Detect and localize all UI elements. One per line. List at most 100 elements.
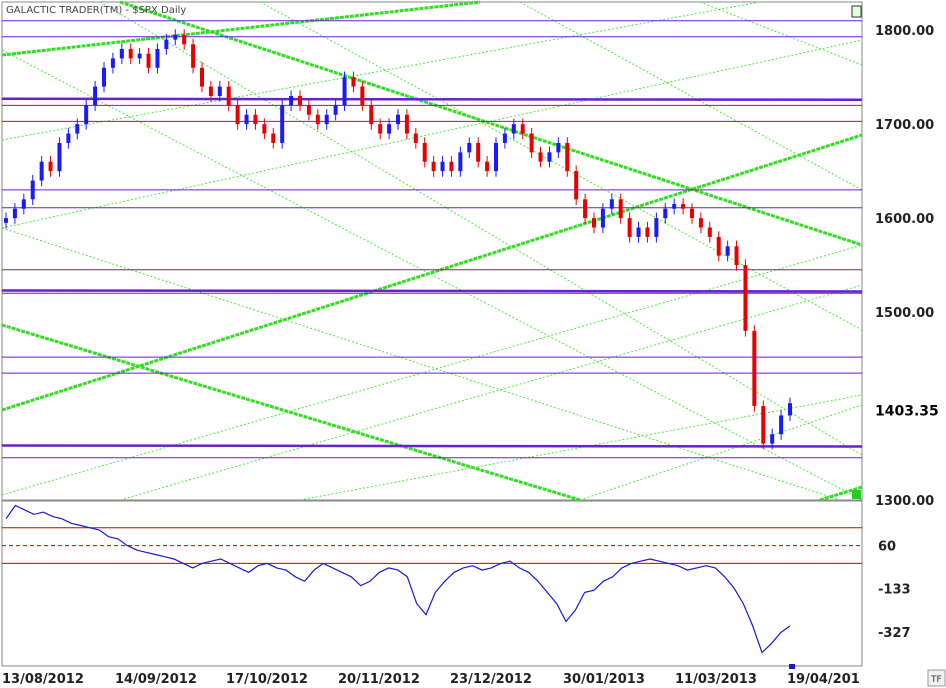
candle-body [271, 133, 276, 143]
candle-body [431, 161, 436, 172]
candle-body [360, 86, 365, 106]
candle-body [208, 86, 213, 96]
candle-body [618, 199, 623, 219]
candle-body [396, 114, 400, 125]
candle-body [592, 218, 596, 228]
gann-line-10 [579, 404, 863, 501]
price-axis: 1800.00 1700.00 1600.00 1500.00 1300.00 1403.… [875, 24, 939, 509]
candle-body [494, 142, 498, 172]
candle-body [262, 124, 267, 134]
candle-body [681, 204, 686, 209]
candle-body [93, 86, 98, 106]
date-tick-label: 13/08/2012 [2, 672, 84, 687]
candle-body [547, 152, 552, 162]
candle-body [164, 39, 169, 49]
date-tick-label: 19/04/201 [787, 672, 860, 687]
candle-body [520, 124, 525, 134]
candle-body [627, 218, 632, 237]
candle-body [574, 171, 579, 200]
osc-tick-label: -133 [878, 583, 911, 598]
candle-body [289, 95, 294, 106]
gann-line-4 [1, 227, 841, 501]
gann-line-5 [1, 133, 863, 412]
candle-body [413, 133, 418, 143]
candle-body [743, 265, 748, 331]
oscillator-axis: 60 -133 -327 [878, 540, 911, 641]
candle-body [511, 124, 516, 134]
last-price-label: 1403.35 [875, 404, 939, 420]
candle-body [609, 199, 614, 209]
candle-body [306, 105, 311, 115]
candle-body [485, 161, 490, 172]
candle-body [75, 124, 80, 134]
osc-tick-label: 60 [878, 540, 896, 555]
price-tick-label: 1800.00 [875, 24, 934, 39]
candle-body [779, 415, 784, 435]
candle-body [128, 48, 133, 59]
gann-line-8 [1, 39, 863, 229]
candle-body [173, 34, 178, 40]
horizontal-level-lines [1, 20, 863, 459]
date-tick-label: 14/09/2012 [115, 672, 197, 687]
gann-line-6 [1, 244, 863, 496]
candle-body [440, 161, 445, 172]
candle-body [716, 236, 721, 256]
tf-button-label: TF [930, 675, 942, 685]
gann-line-12 [119, 0, 863, 247]
chart-title: GALACTIC TRADER(TM) - $SPX Daily [6, 5, 186, 16]
price-tick-label: 1500.00 [875, 306, 934, 321]
level-line-3 [1, 97, 863, 102]
gann-line-2 [1, 1, 761, 141]
candle-body [119, 48, 124, 59]
gann-line-16 [1, 49, 863, 501]
gann-angle-lines [1, 0, 863, 502]
osc-line-path [5, 504, 791, 654]
candle-body [298, 95, 302, 106]
candle-body [583, 199, 588, 219]
candle-body [770, 434, 775, 444]
gann-line-3 [1, 323, 581, 502]
candle-body [84, 105, 89, 125]
candle-body [449, 161, 454, 172]
candle-body [645, 227, 650, 237]
candle-body [422, 142, 427, 162]
candle-body [30, 180, 35, 200]
gann-line-14 [519, 1, 863, 191]
gann-line-9 [299, 394, 863, 501]
candle-body [502, 133, 507, 143]
date-tick-label: 20/11/2012 [338, 672, 420, 687]
candle-body [707, 227, 712, 237]
candle-body [351, 77, 356, 87]
gann-line-1 [1, 0, 481, 57]
candle-body [752, 330, 757, 407]
date-tick-label: 11/03/2013 [675, 672, 757, 687]
date-tick-label: 30/01/2013 [563, 672, 645, 687]
candle-body [66, 133, 71, 143]
candle-body [191, 44, 196, 68]
candle-body [476, 142, 481, 162]
oscillator-band-lines [2, 527, 862, 564]
date-tick-label: 23/12/2012 [450, 672, 532, 687]
candle-body [4, 218, 8, 223]
last-price-marker [852, 490, 861, 499]
price-tick-label: 1700.00 [875, 118, 934, 133]
candle-body [467, 142, 472, 153]
date-axis: 13/08/2012 14/09/2012 17/10/2012 20/11/2012… [2, 672, 860, 687]
gann-line-15 [699, 1, 863, 66]
candle-body [378, 124, 383, 134]
candle-body [137, 53, 142, 59]
candle-body [698, 218, 703, 228]
candle-body [21, 199, 26, 209]
candle-body [788, 403, 792, 416]
candle-body [57, 142, 62, 172]
candle-body [556, 142, 561, 153]
candle-body [458, 152, 463, 172]
level-line-9 [1, 289, 863, 293]
candle-body [404, 114, 409, 134]
osc-tick-label: -327 [878, 626, 911, 641]
panel-toggle-button[interactable] [851, 5, 862, 18]
gann-line-7 [119, 284, 863, 501]
candle-body [672, 204, 677, 209]
tf-button[interactable] [927, 669, 946, 687]
